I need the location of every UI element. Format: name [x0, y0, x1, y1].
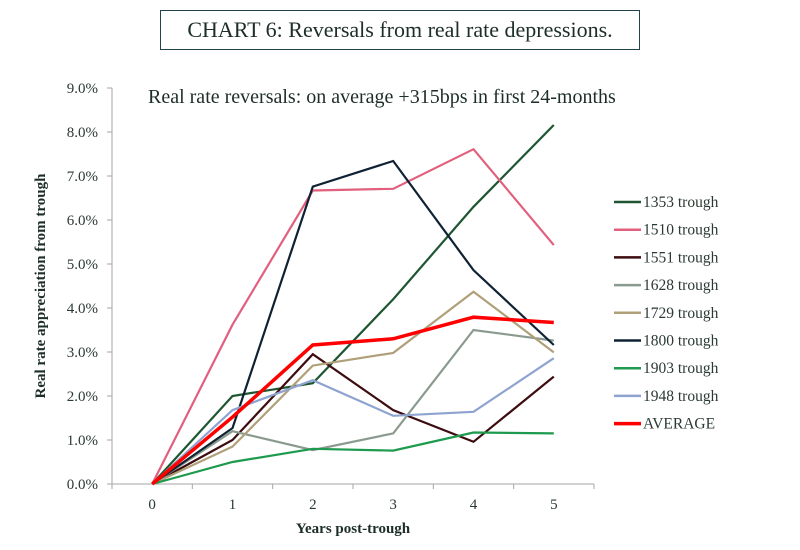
- y-tick-label: 4.0%: [67, 301, 98, 317]
- legend-item-1800-trough: 1800 trough: [614, 333, 719, 350]
- legend-item-1903-trough: 1903 trough: [614, 360, 719, 377]
- series-line-1729-trough: [151, 290, 555, 485]
- y-tick-label: 0.0%: [67, 477, 98, 493]
- legend-label: 1628 trough: [643, 277, 719, 294]
- x-axis-title: Years post-trough: [296, 521, 411, 537]
- y-axis: 0.0% 1.0% 2.0% 3.0% 4.0% 5.0% 6.0% 7.0% 8.0% 9.0%: [67, 81, 113, 493]
- legend-label: 1353 trough: [643, 194, 719, 211]
- series-line-1903-trough: [151, 431, 554, 486]
- legend-label: AVERAGE: [643, 416, 715, 433]
- y-tick-label: 7.0%: [67, 169, 98, 185]
- x-tick-label: 1: [229, 497, 237, 513]
- legend-item-1948-trough: 1948 trough: [614, 388, 719, 405]
- x-tick-label: 0: [148, 497, 156, 513]
- legend: 1353 trough 1510 trough 1551 trough 1628 tr…: [614, 194, 719, 433]
- y-tick-label: 9.0%: [67, 81, 98, 97]
- legend-item-1353-trough: 1353 trough: [614, 194, 719, 211]
- y-tick-label: 6.0%: [67, 213, 98, 229]
- y-axis-title: Real rate appreciation from trough: [33, 173, 49, 399]
- x-axis: 0 1 2 3 4 5: [111, 483, 595, 513]
- legend-item-1729-trough: 1729 trough: [614, 305, 719, 322]
- series-layer: [151, 124, 555, 486]
- x-tick-label: 4: [470, 497, 478, 513]
- series-line-1353-trough: [151, 124, 555, 485]
- legend-item-1510-trough: 1510 trough: [614, 222, 719, 239]
- x-tick-label: 2: [309, 497, 317, 513]
- y-tick-label: 1.0%: [67, 433, 98, 449]
- legend-label: 1551 trough: [643, 249, 719, 266]
- y-tick-label: 5.0%: [67, 257, 98, 273]
- x-tick-label: 5: [550, 497, 558, 513]
- legend-item-1628-trough: 1628 trough: [614, 277, 719, 294]
- series-line-1628-trough: [151, 328, 554, 485]
- legend-label: 1800 trough: [643, 333, 719, 350]
- series-line-average: [151, 315, 554, 486]
- y-tick-label: 2.0%: [67, 389, 98, 405]
- series-line-1510-trough: [151, 147, 555, 485]
- legend-label: 1903 trough: [643, 360, 719, 377]
- legend-item-1551-trough: 1551 trough: [614, 249, 719, 266]
- series-line-1800-trough: [151, 159, 555, 485]
- legend-label: 1948 trough: [643, 388, 719, 405]
- legend-label: 1729 trough: [643, 305, 719, 322]
- y-tick-label: 8.0%: [67, 125, 98, 141]
- x-tick-label: 3: [389, 497, 397, 513]
- legend-item-average: AVERAGE: [614, 416, 715, 433]
- chart-title-box: CHART 6: Reversals from real rate depres…: [160, 10, 640, 50]
- legend-label: 1510 trough: [643, 222, 719, 239]
- series-line-1551-trough: [151, 352, 555, 485]
- chart-title: CHART 6: Reversals from real rate depres…: [187, 17, 613, 42]
- chart-subtitle: Real rate reversals: on average +315bps …: [148, 86, 616, 108]
- series-line-1948-trough: [151, 357, 555, 485]
- y-tick-label: 3.0%: [67, 345, 98, 361]
